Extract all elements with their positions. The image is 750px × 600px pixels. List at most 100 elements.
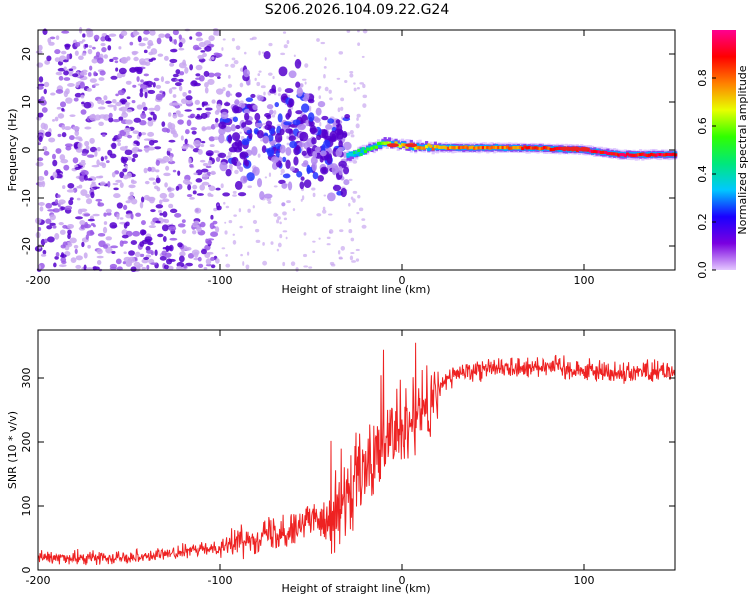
spectrogram-noise-cell	[183, 264, 187, 269]
spectrogram-noise-cell	[264, 176, 268, 179]
spectrogram-noise-cell	[232, 240, 237, 245]
spectrogram-noise-cell	[187, 253, 195, 259]
spectrogram-noise-cell	[282, 261, 286, 267]
snr-frame	[37, 329, 676, 571]
spectrogram-noise-cell	[215, 226, 220, 233]
spectrogram-noise-cell	[231, 57, 236, 61]
spectrogram-noise-cell	[188, 90, 192, 94]
spectrogram-ridge-cell	[619, 152, 623, 157]
spectrogram-noise-cell	[143, 30, 150, 35]
spectrogram-noise-cell	[105, 208, 112, 214]
spectrogram-noise-cell	[195, 37, 204, 42]
spectrogram-noise-cell	[167, 160, 176, 165]
spectrogram-noise-cell	[130, 148, 139, 154]
spectrogram-noise-cell	[92, 46, 96, 50]
spectrogram-transition-cell	[232, 105, 240, 114]
spectrogram-ridge-cell	[615, 152, 619, 156]
spectrogram-noise-cell	[201, 181, 210, 186]
spectrogram-noise-cell	[192, 190, 197, 195]
spectrogram-noise-cell	[138, 131, 142, 137]
spectrogram-ridge-cell	[641, 152, 645, 156]
spectrogram-noise-cell	[286, 40, 290, 45]
spectrogram-noise-cell	[148, 107, 156, 111]
spectrogram-noise-cell	[177, 119, 184, 125]
spectrogram-noise-cell	[58, 202, 64, 205]
spectrogram-noise-cell	[100, 36, 106, 42]
spectrogram-noise-cell	[225, 253, 228, 257]
spectrogram-noise-cell	[178, 85, 183, 92]
spectrogram-transition-cell	[288, 98, 295, 107]
spectrogram-noise-cell	[228, 220, 233, 224]
spectrogram-ridge-cell	[466, 146, 470, 150]
spectrogram-noise-cell	[86, 154, 95, 158]
spectrogram-noise-cell	[104, 155, 108, 160]
spectrogram-noise-cell	[37, 226, 42, 232]
spectrogram-noise-cell	[204, 45, 212, 52]
spectrogram-noise-cell	[89, 65, 93, 71]
spectrogram-ridge-cell	[665, 152, 669, 156]
spectrogram-transition-cell	[296, 170, 303, 178]
spectrogram-noise-cell	[189, 36, 193, 40]
spectrogram-noise-cell	[362, 83, 366, 89]
spectrogram-noise-cell	[80, 170, 89, 176]
spectrogram-noise-cell	[167, 186, 172, 193]
spectrogram-ridge-cell	[453, 146, 457, 150]
spectrogram-noise-cell	[340, 245, 345, 251]
spectrogram-noise-cell	[200, 221, 206, 228]
spectrogram-noise-cell	[169, 62, 175, 67]
spectrogram-noise-cell	[177, 113, 184, 118]
spectrogram-noise-cell	[204, 87, 209, 94]
spectrogram-transition-cell	[287, 108, 292, 118]
spectrogram-ridge-cell	[455, 145, 459, 150]
spectrogram-noise-cell	[231, 37, 235, 42]
spectrogram-ridge-cell	[355, 150, 359, 154]
spectrogram-ridge-cell	[429, 144, 433, 149]
spectrogram-noise-cell	[283, 217, 288, 221]
spectrogram-noise-cell	[54, 116, 59, 122]
spectrogram-transition-cell	[285, 159, 291, 170]
spectrogram-transition-cell	[232, 132, 241, 142]
snr-y-tick-label: 200	[20, 432, 33, 453]
spectrogram-transition-cell	[248, 132, 253, 140]
spectrogram-noise-cell	[161, 224, 169, 232]
spectrogram-noise-cell	[79, 219, 86, 226]
spectrogram-noise-cell	[85, 234, 89, 240]
spectrogram-noise-cell	[63, 66, 67, 71]
spectrogram-noise-cell	[43, 150, 50, 156]
spectrogram-noise-cell	[61, 260, 67, 265]
spectrogram-noise-cell	[69, 197, 74, 201]
snr-panel: -200 -100 0 100 0 100 200 300 Height of straigh…	[6, 329, 676, 595]
spectrogram-noise-cell	[121, 156, 129, 162]
spectrogram-noise-cell	[245, 264, 250, 270]
spectrogram-noise-cell	[227, 151, 232, 156]
spectrogram-noise-cell	[282, 211, 287, 216]
spectrogram-noise-cell	[172, 94, 177, 98]
spectrogram-noise-cell	[162, 236, 167, 242]
spectrogram-noise-cell	[352, 190, 358, 194]
spectrogram-ridge-cell	[494, 145, 499, 150]
spectrogram-noise-cell	[235, 45, 241, 51]
spectrogram-noise-cell	[154, 104, 161, 112]
spectrogram-transition-cell	[281, 202, 286, 207]
spectrogram-noise-cell	[38, 181, 43, 188]
spectrogram-transition-cell	[257, 178, 263, 188]
spectrogram-noise-cell	[162, 211, 168, 218]
spectrogram-ridge-cell	[649, 152, 654, 157]
spectrogram-noise-cell	[96, 57, 104, 64]
spectrogram-noise-cell	[126, 108, 133, 113]
spectrogram-noise-cell	[319, 121, 322, 127]
spectrogram-noise-cell	[118, 46, 122, 50]
spectrogram-ridge-cell	[512, 145, 516, 150]
spectrogram-noise-cell	[187, 184, 192, 191]
spectrogram-transition-cell	[338, 160, 347, 168]
spectrogram-noise-cell	[166, 128, 171, 134]
spectrogram-ridge-cell	[503, 146, 507, 150]
spectrogram-noise-cell	[157, 53, 164, 57]
spectrogram-ridge-cell	[630, 153, 634, 157]
spectrogram-noise-cell	[224, 221, 227, 224]
spectrogram-ridge-cell	[357, 148, 361, 152]
spectrogram-noise-cell	[195, 64, 203, 71]
spectrogram-noise-cell	[124, 149, 133, 156]
spectrogram-ridge-cell	[658, 153, 662, 157]
spectrogram-y-tick-label: 10	[20, 95, 33, 109]
